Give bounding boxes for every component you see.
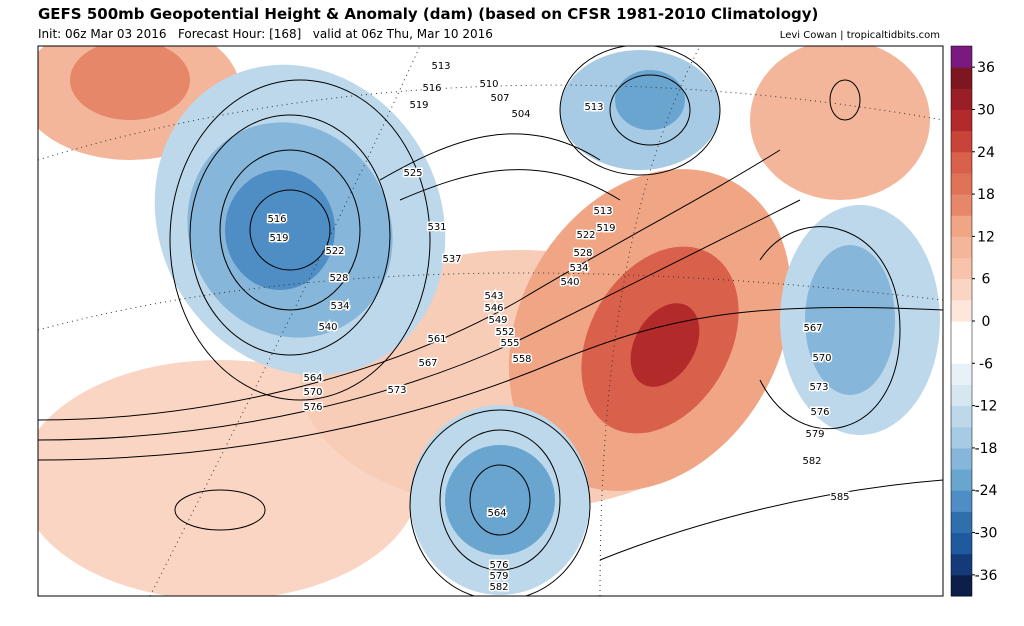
colorbar-segment <box>951 215 972 237</box>
contour-label: 573 <box>387 385 406 396</box>
colorbar-label: 0 <box>982 314 991 330</box>
colorbar-label: -18 <box>975 441 998 457</box>
contour-label: 528 <box>573 248 592 259</box>
map-frame <box>37 45 944 597</box>
contour-label: 558 <box>512 354 531 365</box>
init-line: Init: 06z Mar 03 2016 Forecast Hour: [16… <box>38 27 493 41</box>
colorbar-segment <box>951 321 972 343</box>
colorbar-label: 30 <box>977 102 995 118</box>
contour-label: 567 <box>418 358 437 369</box>
colorbar-segment <box>951 236 972 259</box>
contour-label: 534 <box>330 301 349 312</box>
contour-label: 564 <box>487 508 506 519</box>
contour-label: 549 <box>488 315 507 326</box>
colorbar-segment <box>951 278 972 301</box>
contour-label: 573 <box>809 382 828 393</box>
contour-label: 522 <box>325 246 344 257</box>
colorbar-segment <box>951 469 972 491</box>
contour-label: 513 <box>431 61 450 72</box>
contour-label: 555 <box>500 338 519 349</box>
colorbar-segment <box>951 46 972 68</box>
colorbar-segment <box>951 490 972 512</box>
colorbar-segment <box>951 109 972 132</box>
contour-label: 534 <box>569 263 588 274</box>
contour-label: 582 <box>489 582 508 593</box>
contour-label: 507 <box>490 93 509 104</box>
contour-label: 546 <box>484 303 503 314</box>
colorbar-segment <box>951 342 972 364</box>
contour-label: 537 <box>442 254 461 265</box>
colorbar-segment <box>951 511 972 534</box>
contour-label: 540 <box>318 322 337 333</box>
colorbar-label: -6 <box>979 356 993 372</box>
contour-label: 513 <box>584 102 603 113</box>
contour-label: 576 <box>489 560 508 571</box>
contour-label: 519 <box>269 233 288 244</box>
contour-label: 552 <box>495 327 514 338</box>
contour-label: 513 <box>593 206 612 217</box>
credit: Levi Cowan | tropicaltidbits.com <box>780 30 940 41</box>
contour-label: 504 <box>511 109 530 120</box>
contour-label: 576 <box>303 402 322 413</box>
colorbar-segment <box>951 172 972 195</box>
colorbar-label: 36 <box>977 60 995 76</box>
colorbar-segment <box>951 553 972 576</box>
colorbar-segment <box>951 88 972 110</box>
contour-label: 543 <box>484 291 503 302</box>
colorbar-label: -12 <box>975 399 998 415</box>
contour-label: 540 <box>560 277 579 288</box>
contour-label: 582 <box>802 456 821 467</box>
colorbar-label: 18 <box>977 187 995 203</box>
contour-label: 579 <box>805 429 824 440</box>
colorbar-label: -36 <box>975 568 998 584</box>
colorbar-segment <box>951 67 972 89</box>
contour-label: 561 <box>427 334 446 345</box>
map: 5135165195105075045135255165195225285345… <box>38 46 943 596</box>
colorbar-segment <box>951 130 972 153</box>
contour-label: 516 <box>422 83 441 94</box>
colorbar-label: 24 <box>977 145 995 161</box>
colorbar-segment <box>951 574 972 597</box>
contour-label: 510 <box>479 79 498 90</box>
colorbar-label: -24 <box>975 483 998 499</box>
contour-label: 570 <box>303 387 322 398</box>
colorbar-label: -30 <box>975 526 998 542</box>
contour-label: 519 <box>409 100 428 111</box>
contour-label: 525 <box>403 168 422 179</box>
colorbar-segment <box>951 405 972 428</box>
contour-label: 516 <box>267 214 286 225</box>
contour-label: 585 <box>830 492 849 503</box>
colorbar-segment <box>951 257 972 280</box>
colorbar-segment <box>951 194 972 216</box>
contour-label: 528 <box>329 273 348 284</box>
colorbar-segment <box>951 151 972 174</box>
colorbar-label: 6 <box>982 272 991 288</box>
contour-label: 570 <box>812 353 831 364</box>
colorbar-label: 12 <box>977 229 995 245</box>
colorbar-segment <box>951 532 972 555</box>
colorbar-segment <box>951 299 972 322</box>
colorbar-segment <box>951 384 972 407</box>
title: GEFS 500mb Geopotential Height & Anomaly… <box>38 5 818 23</box>
contour-label: 567 <box>803 323 822 334</box>
colorbar-segment <box>951 363 972 385</box>
contour-label: 522 <box>576 230 595 241</box>
contour-label: 531 <box>427 222 446 233</box>
colorbar-segment <box>951 447 972 470</box>
contour-label: 519 <box>596 223 615 234</box>
contour-label: 579 <box>489 571 508 582</box>
colorbar-segment <box>951 426 972 449</box>
contour-label: 576 <box>810 407 829 418</box>
contour-label: 564 <box>303 373 322 384</box>
